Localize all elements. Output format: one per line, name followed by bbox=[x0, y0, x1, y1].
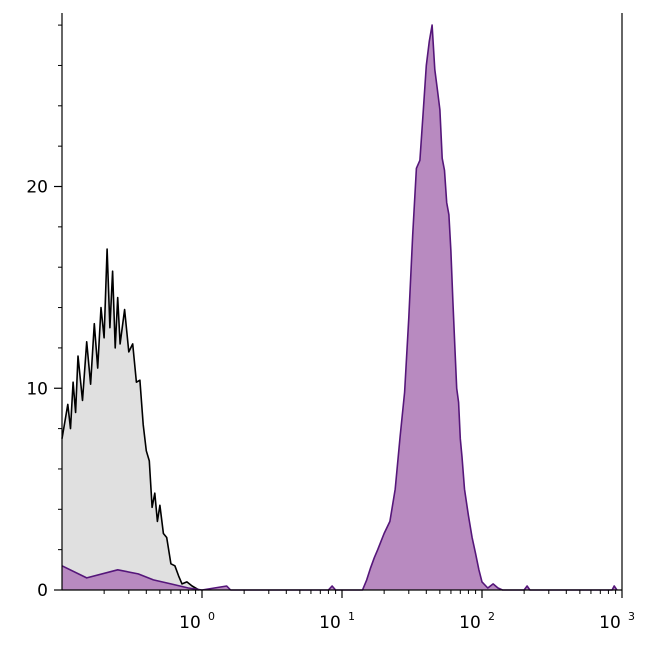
x-tick-label: 10 bbox=[459, 613, 481, 633]
x-tick-label: 10 bbox=[179, 613, 201, 633]
series-1-line bbox=[61, 248, 200, 591]
series-layer bbox=[61, 24, 618, 591]
x-tick-exponent: 2 bbox=[488, 610, 495, 623]
y-tick-label: 10 bbox=[26, 379, 48, 399]
x-tick-exponent: 1 bbox=[348, 610, 355, 623]
x-tick-label: 10 bbox=[599, 613, 621, 633]
y-tick-label: 0 bbox=[37, 581, 48, 601]
series-1-area bbox=[62, 249, 199, 590]
y-tick-label: 20 bbox=[26, 178, 48, 198]
x-tick-label: 10 bbox=[319, 613, 341, 633]
x-tick-exponent: 3 bbox=[628, 610, 635, 623]
ticks-layer: 0 10 20 10 0 10 1 10 2 10 3 bbox=[26, 24, 635, 633]
x-tick-exponent: 0 bbox=[208, 610, 215, 623]
